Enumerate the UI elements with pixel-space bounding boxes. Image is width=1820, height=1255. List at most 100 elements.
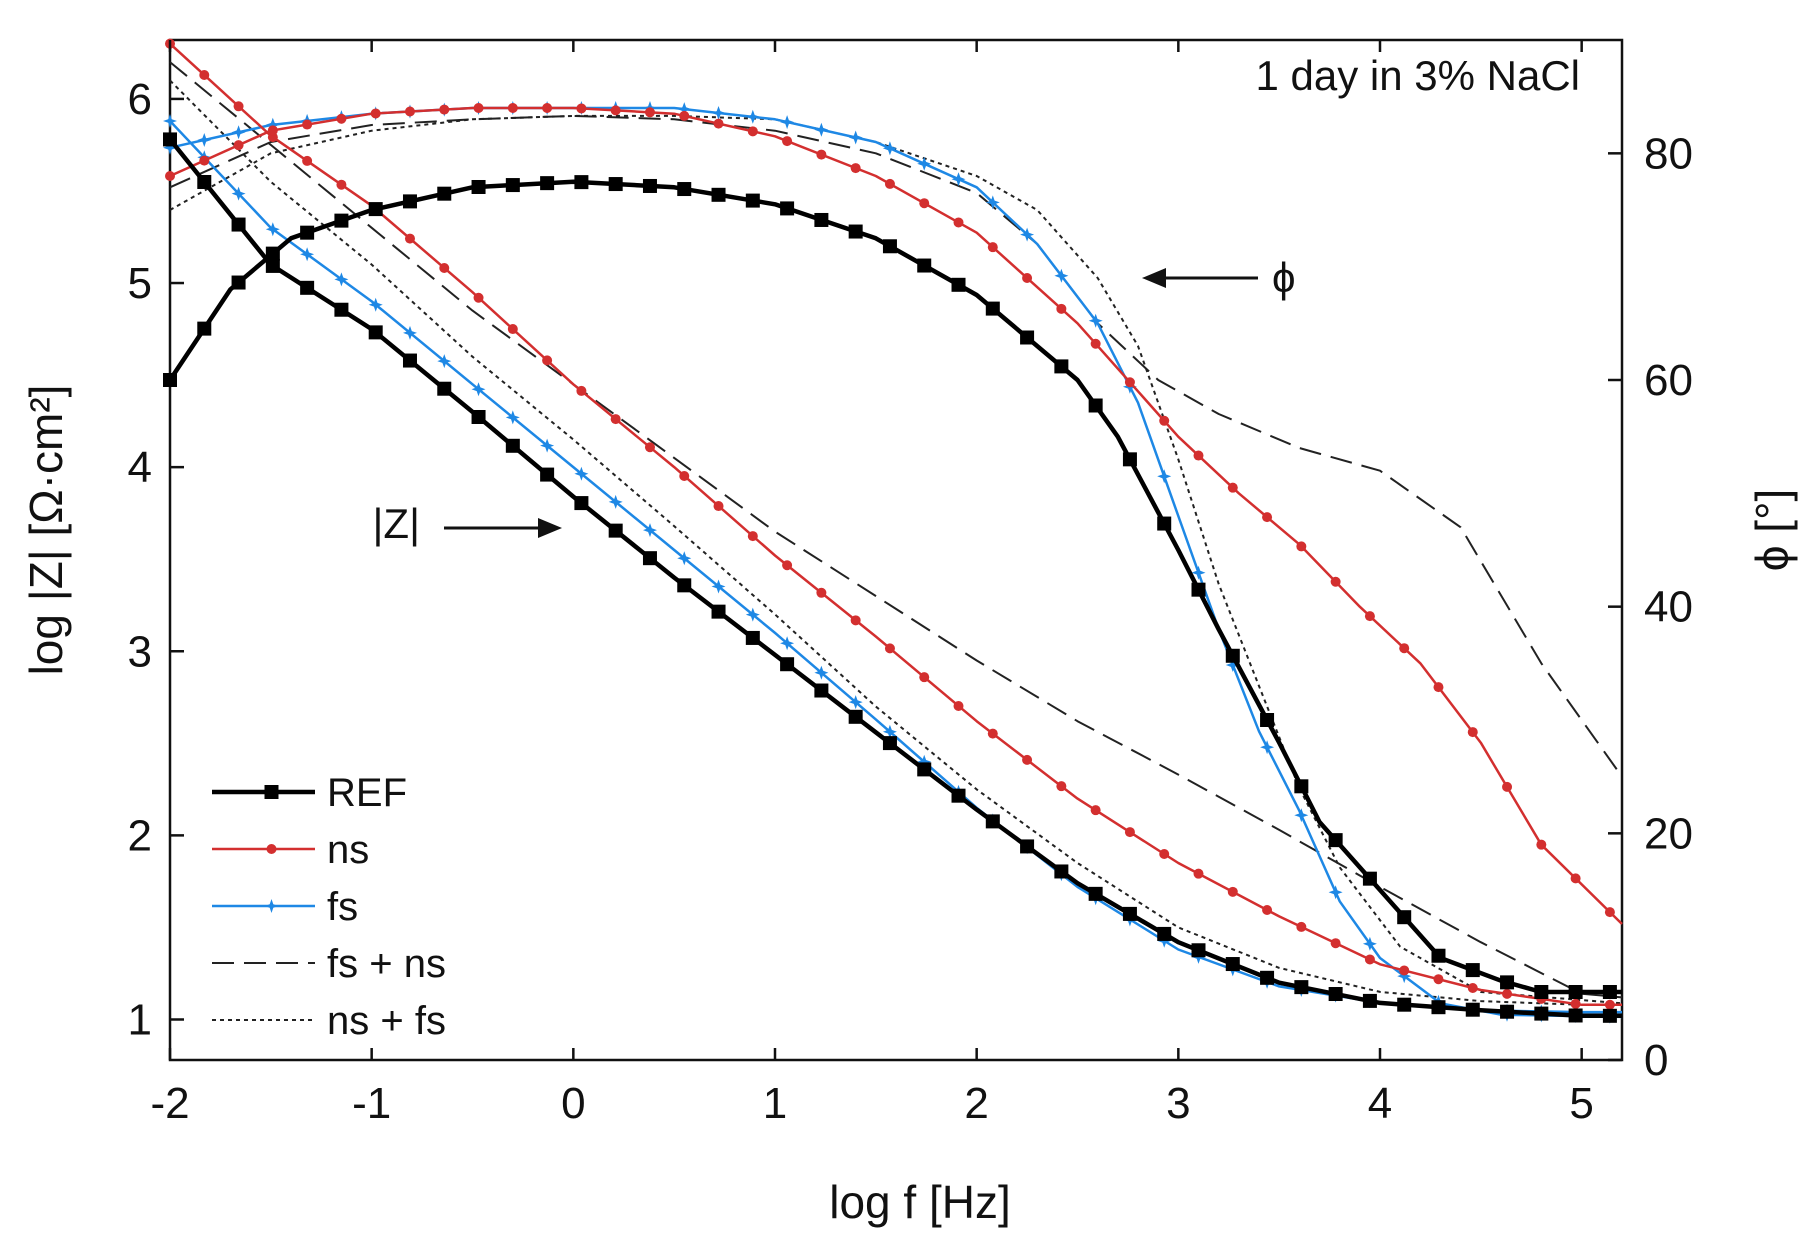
data-marker-ns [302,155,313,166]
series-REF-logZ [163,132,1622,1023]
data-marker-fs [608,494,623,509]
right-tick-label: 80 [1644,129,1693,178]
data-marker-fs [1157,469,1172,484]
data-marker-ns [1536,839,1547,850]
phase-arrow-label: ϕ [1272,254,1296,301]
data-marker-REF [1260,970,1275,985]
data-marker-ns [1227,482,1238,493]
left-tick-label: 5 [128,259,152,308]
data-marker-REF [1362,871,1377,886]
data-marker-REF [471,409,486,424]
data-marker-ns [1124,377,1135,388]
data-marker-fs [848,695,863,710]
series-ns-phase [165,103,1623,925]
data-marker-ns [816,149,827,160]
data-marker-ns [1604,999,1615,1010]
data-marker-ns [850,163,861,174]
data-marker-REF [642,551,657,566]
data-marker-REF [1602,1008,1617,1023]
phase-arrow-head [1142,268,1166,288]
data-marker-fs [437,354,452,369]
data-marker-ns [1056,303,1067,314]
data-marker-REF [780,201,795,216]
legend-label: REF [327,771,407,815]
x-tick-label: -1 [352,1079,391,1128]
data-marker-REF [1157,926,1172,941]
data-marker-ns [1467,982,1478,993]
data-marker-REF [1225,957,1240,972]
data-marker-ns [1502,781,1513,792]
data-marker-fs [882,724,897,739]
data-marker-ns [1296,921,1307,932]
data-marker-ns [1090,805,1101,816]
data-marker-ns [370,108,381,119]
chart-annotation: 1 day in 3% NaCl [1256,52,1581,99]
data-marker-REF [1157,516,1172,531]
data-marker-fs [1328,885,1343,900]
data-marker-REF [1020,839,1035,854]
data-marker-REF [1191,943,1206,958]
data-marker-REF [231,217,246,232]
data-marker-REF [505,438,520,453]
data-marker-REF [265,258,280,273]
data-marker-ns [679,470,690,481]
data-marker-fs [1088,313,1103,328]
series-line-REF-logZ [168,137,1622,1019]
data-marker-REF [300,280,315,295]
data-marker-fs [265,222,280,237]
data-marker-REF [951,788,966,803]
data-marker-fs [711,106,726,120]
data-marker-fs [745,109,760,124]
data-marker-REF [608,177,623,192]
right-tick-label: 60 [1644,356,1693,405]
data-marker-REF [677,182,692,197]
data-marker-ns [1570,998,1581,1009]
data-marker-fs [163,140,177,155]
data-marker-ns [644,442,655,453]
data-marker-REF [745,193,760,208]
data-marker-REF [1088,398,1103,413]
data-marker-REF [368,202,383,217]
data-marker-fs [1260,740,1275,755]
left-tick-label: 1 [128,995,152,1044]
data-marker-ns [1090,338,1101,349]
series-line-REF-phase [168,179,1622,995]
data-marker-ns [1502,988,1513,999]
x-tick-label: 5 [1569,1079,1593,1128]
legend-item-ns: ns [212,828,369,872]
data-marker-fs [780,636,795,651]
series-ns_fs-logZ [169,79,1622,1006]
data-marker-REF [1122,452,1137,467]
data-marker-REF [402,353,417,368]
data-marker-ns [1364,611,1375,622]
data-marker-ns [953,700,964,711]
data-marker-ns [165,171,175,181]
data-marker-fs [231,125,246,140]
data-marker-ns [1399,643,1410,654]
data-marker-ns [199,69,210,80]
data-marker-fs [505,410,520,425]
data-marker-REF [437,186,452,201]
data-marker-fs [300,247,315,262]
x-tick-label: -2 [150,1079,189,1128]
data-marker-REF [1328,833,1343,848]
data-marker-ns [473,103,484,113]
data-marker-ns [953,217,964,228]
data-marker-REF [608,523,623,538]
impedance-arrow-label: |Z| [373,500,420,547]
data-marker-ns [1159,848,1170,859]
data-marker-REF [1328,987,1343,1002]
data-marker-ns [679,110,690,121]
data-marker-ns [1364,954,1375,965]
data-marker-ns [1262,904,1273,915]
data-marker-REF [882,736,897,751]
right-tick-label: 20 [1644,809,1693,858]
data-marker-REF [197,321,212,336]
left-tick-label: 6 [128,75,152,124]
data-marker-REF [402,194,417,209]
data-marker-fs [951,172,966,187]
data-marker-ns [1262,512,1273,523]
data-marker-REF [1465,1002,1480,1017]
data-marker-ns [782,136,793,147]
data-marker-REF [163,373,177,387]
